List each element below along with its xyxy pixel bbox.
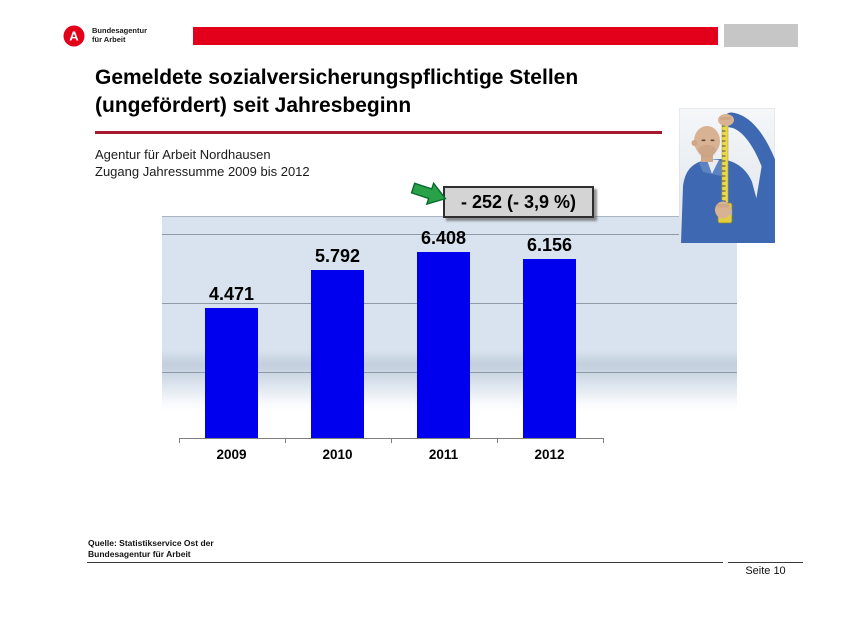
gridline xyxy=(162,372,737,373)
gridline xyxy=(162,303,737,304)
axis-tick xyxy=(603,438,604,443)
logo-text-line-2: für Arbeit xyxy=(92,35,126,44)
worker-photo xyxy=(679,108,775,243)
subtitle-line-2: Zugang Jahressumme 2009 bis 2012 xyxy=(95,164,310,179)
page-title: Gemeldete sozialversicherungspflichtige … xyxy=(95,64,685,120)
delta-callout: - 252 (- 3,9 %) xyxy=(443,186,594,218)
footer-source: Quelle: Statistikservice Ost der Bundesa… xyxy=(88,538,214,560)
category-label: 2012 xyxy=(534,447,565,462)
category-label: 2011 xyxy=(428,447,459,462)
logo-text: Bundesagentur für Arbeit xyxy=(92,26,147,44)
axis-tick xyxy=(179,438,180,443)
footer-page-rule xyxy=(728,562,803,563)
subtitle-line-1: Agentur für Arbeit Nordhausen xyxy=(95,147,271,162)
gridline xyxy=(162,234,737,235)
category-label: 2009 xyxy=(216,447,247,462)
axis-tick xyxy=(285,438,286,443)
source-line-1: Quelle: Statistikservice Ost der xyxy=(88,538,214,548)
green-arrow-icon xyxy=(410,181,447,206)
logo-text-line-1: Bundesagentur xyxy=(92,26,148,35)
page-number: Seite 10 xyxy=(745,565,786,577)
delta-callout-label: - 252 (- 3,9 %) xyxy=(460,191,577,212)
axis-tick xyxy=(391,438,392,443)
header-red-bar xyxy=(193,27,718,45)
ba-logo-icon: A xyxy=(63,25,85,47)
header-gray-block xyxy=(724,24,798,47)
chart-plot-area xyxy=(162,216,737,413)
title-line-1: Gemeldete sozialversicherungspflichtige … xyxy=(95,66,579,89)
x-axis-line xyxy=(179,438,604,439)
footer-rule xyxy=(87,562,723,563)
title-underline xyxy=(95,131,662,134)
axis-tick xyxy=(497,438,498,443)
title-line-2: (ungefördert) seit Jahresbeginn xyxy=(95,94,412,117)
category-label: 2010 xyxy=(322,447,353,462)
subtitle: Agentur für Arbeit Nordhausen Zugang Jah… xyxy=(95,146,310,180)
svg-text:A: A xyxy=(69,29,79,44)
source-line-2: Bundesagentur für Arbeit xyxy=(88,549,191,559)
